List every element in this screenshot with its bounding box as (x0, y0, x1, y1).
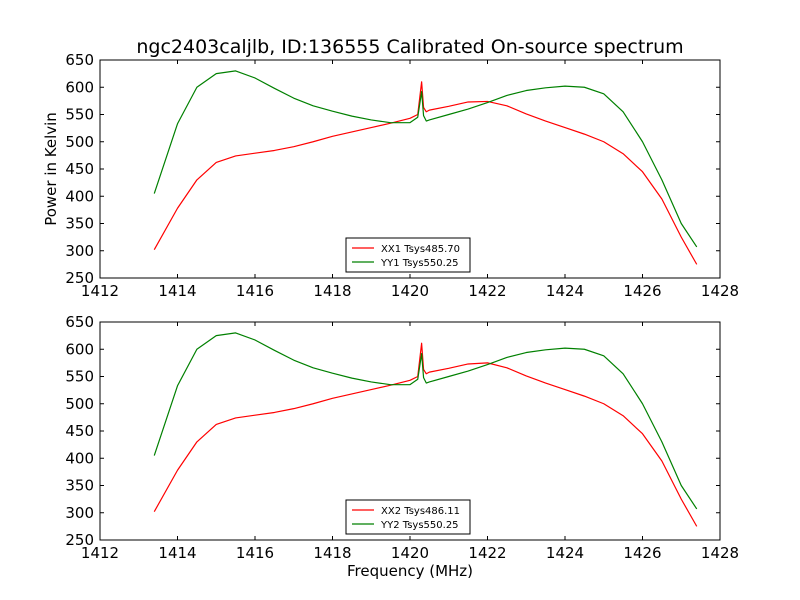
bottom-x-tick-label: 1420 (391, 544, 429, 562)
top-series-line-1 (153, 81, 698, 265)
bottom-y-tick-label: 550 (65, 368, 94, 386)
top-x-tick-label: 1420 (391, 282, 429, 300)
bottom-y-tick-label: 450 (65, 422, 94, 440)
top-legend-box (345, 237, 471, 273)
top-x-tick-label: 1418 (313, 282, 351, 300)
bottom-series-line-1 (153, 342, 698, 527)
top-series-line-2 (153, 70, 698, 248)
bottom-legend: XX2 Tsys486.11 YY2 Tsys550.25 (345, 499, 471, 535)
bottom-x-tick-label: 1412 (81, 544, 119, 562)
bottom-legend-box (345, 499, 471, 535)
bottom-x-tick-label: 1422 (468, 544, 506, 562)
top-y-tick-label: 550 (65, 106, 94, 124)
top-legend-label-1: XX1 Tsys485.70 (381, 244, 460, 255)
bottom-y-tick-label: 600 (65, 340, 94, 358)
top-y-tick-label: 650 (65, 51, 94, 69)
top-y-tick-label: 300 (65, 242, 94, 260)
bottom-y-tick-label: 250 (65, 531, 94, 549)
top-y-tick-label: 400 (65, 187, 94, 205)
bottom-x-tick-label: 1426 (623, 544, 661, 562)
top-x-tick-label: 1428 (701, 282, 739, 300)
figure-title: ngc2403caljlb, ID:136555 Calibrated On-s… (136, 36, 683, 58)
top-spectrum-panel: 1412 1414 1416 1418 1420 1422 1424 1426 1428 250 3… (42, 51, 739, 300)
bottom-x-tick-label: 1416 (236, 544, 274, 562)
bottom-y-tick-label: 400 (65, 449, 94, 467)
bottom-legend-label-1: XX2 Tsys486.11 (381, 506, 460, 517)
top-x-tick-label: 1424 (546, 282, 584, 300)
top-y-tick-label: 350 (65, 215, 94, 233)
top-x-tick-label: 1412 (81, 282, 119, 300)
bottom-legend-label-2: YY2 Tsys550.25 (380, 520, 459, 531)
top-x-tick-label: 1414 (158, 282, 196, 300)
top-y-tick-label: 450 (65, 160, 94, 178)
top-x-tick-label: 1416 (236, 282, 274, 300)
bottom-x-tick-label: 1428 (701, 544, 739, 562)
top-legend: XX1 Tsys485.70 YY1 Tsys550.25 (345, 237, 471, 273)
bottom-series-line-2 (153, 332, 698, 510)
bottom-y-tick-label: 300 (65, 504, 94, 522)
bottom-x-tick-label: 1414 (158, 544, 196, 562)
top-legend-label-2: YY1 Tsys550.25 (380, 258, 459, 269)
bottom-x-tick-label: 1424 (546, 544, 584, 562)
bottom-x-tick-label: 1418 (313, 544, 351, 562)
top-y-tick-label: 250 (65, 269, 94, 287)
top-y-tick-label: 500 (65, 133, 94, 151)
bottom-y-tick-label: 650 (65, 313, 94, 331)
bottom-y-tick-label: 500 (65, 395, 94, 413)
bottom-spectrum-panel: 1412 1414 1416 1418 1420 1422 1424 1426 1428 250 3… (65, 313, 739, 580)
bottom-x-axis-label: Frequency (MHz) (347, 562, 473, 580)
top-x-tick-label: 1426 (623, 282, 661, 300)
top-y-axis-label: Power in Kelvin (42, 112, 60, 226)
top-y-tick-label: 600 (65, 78, 94, 96)
top-x-tick-label: 1422 (468, 282, 506, 300)
bottom-y-tick-label: 350 (65, 477, 94, 495)
